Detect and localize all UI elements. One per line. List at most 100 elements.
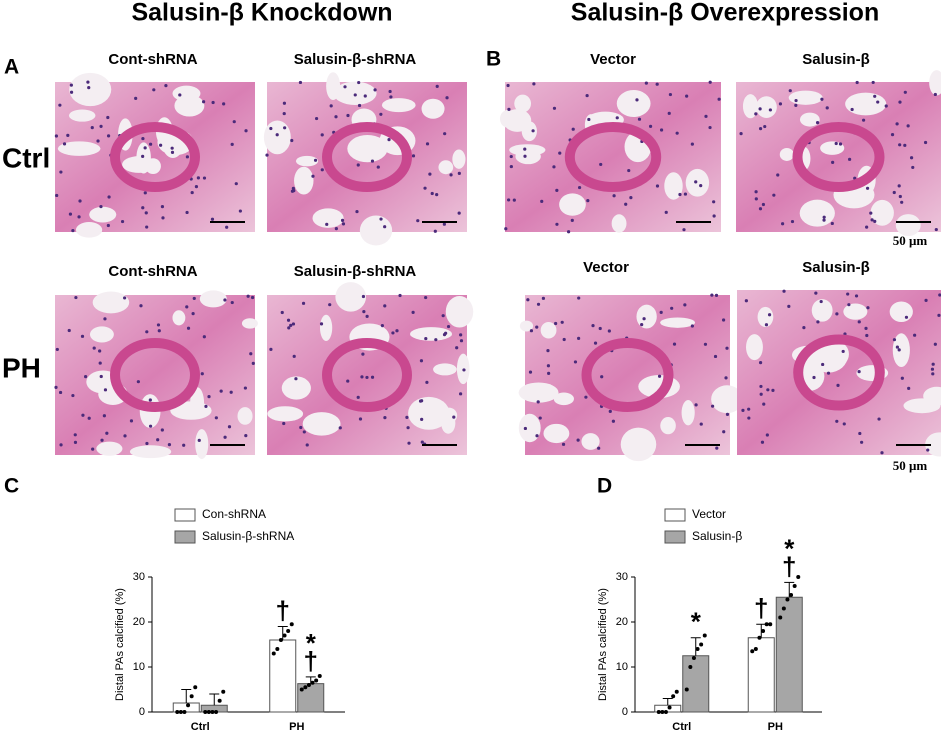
nucleus [933, 92, 937, 97]
airspace [929, 70, 941, 96]
nucleus [758, 107, 762, 111]
legend-label: Salusin-β-shRNA [202, 529, 294, 543]
vessel [110, 338, 200, 412]
nucleus [812, 375, 816, 380]
nucleus [597, 446, 601, 450]
airspace [445, 296, 474, 328]
nucleus [747, 407, 751, 411]
nucleus [880, 451, 884, 455]
nucleus [156, 438, 160, 442]
nucleus [58, 390, 63, 395]
nucleus [223, 298, 227, 302]
airspace [518, 413, 541, 443]
airspace [326, 72, 341, 101]
airspace [895, 214, 921, 237]
nucleus [648, 124, 653, 128]
nucleus [573, 360, 578, 364]
nucleus [838, 142, 843, 146]
data-point [286, 629, 291, 633]
vessel [793, 334, 885, 411]
nucleus [754, 190, 758, 194]
airspace [381, 98, 416, 113]
panel-letter: C [4, 475, 19, 498]
nucleus [320, 133, 324, 137]
nucleus [449, 173, 453, 177]
nucleus [704, 114, 708, 118]
nucleus [223, 435, 227, 439]
nucleus [62, 142, 67, 146]
nucleus [340, 218, 345, 222]
airspace [421, 98, 445, 119]
airspace [438, 160, 454, 175]
nucleus [441, 314, 445, 318]
airspace [408, 396, 450, 430]
nucleus [234, 182, 238, 186]
airspace [409, 327, 453, 341]
nucleus [600, 375, 604, 379]
nucleus [301, 301, 306, 305]
airspace [660, 317, 696, 328]
nucleus [546, 364, 551, 368]
nucleus [895, 122, 899, 126]
nucleus [416, 219, 420, 223]
airspace [843, 303, 868, 320]
nucleus [357, 103, 362, 108]
nucleus [134, 96, 138, 100]
nucleus [167, 443, 172, 447]
nucleus [710, 293, 714, 297]
vessel [564, 122, 662, 192]
airspace [742, 94, 758, 119]
nucleus [526, 298, 530, 302]
airspace [267, 406, 304, 422]
nucleus [243, 386, 247, 390]
nucleus [898, 194, 902, 199]
nucleus [197, 438, 201, 442]
nucleus [555, 188, 559, 192]
nucleus [664, 210, 668, 214]
image-label: Salusin-β [802, 259, 870, 276]
nucleus [768, 108, 772, 112]
airspace [347, 134, 388, 163]
nucleus [457, 171, 461, 175]
micrographs [54, 70, 941, 462]
image-label: Cont-shRNA [108, 263, 197, 280]
nucleus [73, 433, 77, 437]
panel-letter: B [486, 48, 501, 71]
nucleus [794, 103, 798, 107]
nucleus [826, 371, 831, 375]
micrograph [55, 82, 255, 232]
data-point [278, 638, 283, 642]
nucleus [141, 206, 145, 210]
nucleus [541, 296, 545, 300]
legend-swatch [664, 508, 686, 522]
nucleus [672, 342, 677, 346]
nucleus [930, 367, 935, 371]
nucleus [389, 95, 393, 99]
nucleus [903, 90, 907, 94]
nucleus [644, 81, 648, 85]
nucleus [528, 370, 533, 374]
nucleus [577, 185, 582, 190]
nucleus [598, 326, 602, 331]
nucleus [376, 165, 380, 169]
nucleus [897, 348, 901, 352]
nucleus [442, 333, 447, 337]
nucleus [194, 185, 199, 189]
nucleus [865, 333, 869, 338]
airspace [199, 290, 227, 308]
nucleus [931, 372, 935, 376]
nucleus [356, 395, 360, 399]
nucleus [99, 204, 103, 209]
y-axis-title: Distal PAs calcified (%) [114, 588, 126, 701]
nucleus [822, 218, 826, 222]
nucleus [120, 219, 125, 224]
nucleus [794, 98, 798, 103]
data-point [796, 575, 801, 579]
nucleus [58, 103, 62, 107]
nucleus [766, 388, 770, 392]
nucleus [531, 129, 535, 133]
nucleus [420, 417, 424, 421]
nucleus [713, 354, 718, 359]
nucleus [657, 374, 662, 378]
nucleus [379, 112, 383, 116]
